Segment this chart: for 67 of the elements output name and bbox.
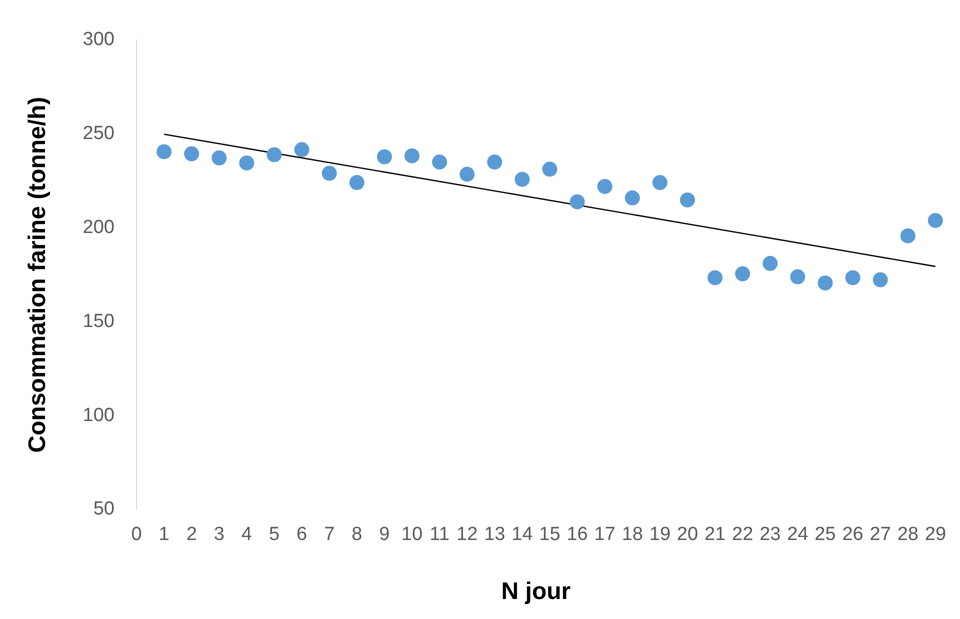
x-tick-label: 24: [787, 524, 809, 546]
y-tick-label: 250: [82, 123, 114, 144]
x-tick-label: 11: [430, 524, 450, 546]
point: [790, 269, 806, 284]
y-tick-label: 150: [82, 310, 114, 332]
point: [708, 270, 723, 286]
x-tick-label: 8: [352, 524, 362, 546]
point: [818, 275, 833, 290]
point: [597, 178, 612, 194]
x-tick-label: 23: [760, 524, 781, 546]
y-axis-title: Consommation farine (tonne/h): [24, 96, 52, 453]
point: [652, 175, 668, 190]
point: [322, 166, 337, 181]
point: [404, 148, 420, 164]
point: [266, 147, 282, 162]
point: [900, 228, 916, 244]
point: [872, 272, 888, 288]
point: [239, 155, 254, 170]
point: [928, 212, 943, 228]
x-tick-label: 25: [814, 524, 836, 546]
x-tick-label: 9: [379, 524, 390, 546]
x-tick-label: 17: [594, 524, 616, 546]
point: [570, 194, 585, 210]
y-tick-label: 300: [82, 29, 114, 50]
x-tick-label: 16: [566, 524, 588, 546]
y-tick-label: 200: [82, 216, 114, 238]
x-tick-label: 22: [732, 524, 754, 546]
point: [514, 172, 530, 187]
x-axis-title: N jour: [501, 578, 571, 606]
x-tick-label: 5: [268, 524, 280, 546]
point: [432, 154, 448, 170]
x-tick-label: 12: [456, 524, 478, 546]
x-tick-label: 0: [131, 524, 142, 546]
point: [487, 154, 502, 170]
y-tick-label: 100: [82, 404, 114, 426]
x-tick-label: 18: [622, 524, 643, 546]
point: [845, 270, 860, 286]
x-tick-label: 27: [870, 524, 891, 546]
point: [460, 166, 475, 182]
x-tick-label: 26: [842, 524, 864, 546]
x-tick-label: 21: [704, 524, 726, 546]
point: [735, 266, 750, 282]
x-tick-label: 3: [214, 524, 224, 546]
x-tick-label: 6: [296, 524, 308, 546]
point: [624, 190, 640, 206]
x-tick-label: 7: [324, 524, 335, 546]
point: [542, 162, 558, 177]
x-tick-label: 2: [186, 524, 197, 546]
point: [184, 146, 200, 162]
x-tick-label: 28: [897, 524, 918, 546]
x-tick-label: 13: [484, 524, 506, 546]
point: [294, 142, 310, 158]
x-tick-label: 15: [539, 524, 560, 546]
point: [349, 175, 364, 190]
point: [680, 192, 695, 208]
x-tick-label: 4: [241, 524, 252, 546]
point: [376, 149, 392, 164]
x-tick-label: 29: [924, 524, 946, 546]
x-tick-label: 10: [401, 524, 423, 546]
x-tick-label: 20: [676, 524, 698, 546]
point: [762, 256, 778, 271]
point: [212, 150, 227, 166]
y-tick-label: 50: [93, 498, 114, 520]
point: [156, 144, 172, 160]
x-tick-label: 1: [158, 524, 170, 546]
x-tick-label: 14: [512, 524, 534, 546]
x-tick-label: 19: [649, 524, 671, 546]
